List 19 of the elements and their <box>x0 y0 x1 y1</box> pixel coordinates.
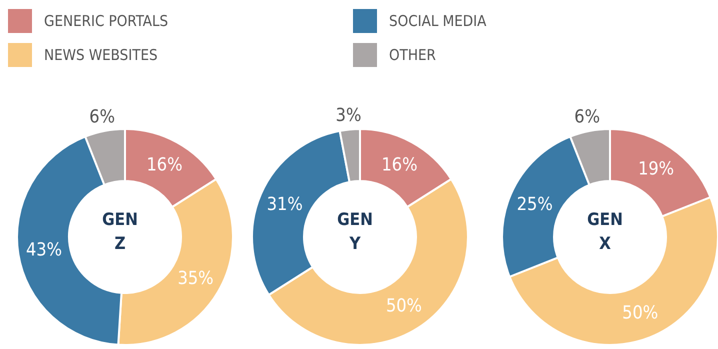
data-label: 6% <box>89 106 115 128</box>
text: GEN X <box>587 210 623 254</box>
data-label: 3% <box>336 105 362 126</box>
text: GEN Y <box>337 210 373 254</box>
data-label: 16% <box>382 154 418 176</box>
legend-label: SOCIAL MEDIA <box>389 12 486 30</box>
data-label: 25% <box>516 194 553 215</box>
data-label: 50% <box>386 296 422 317</box>
data-label: 35% <box>178 268 214 290</box>
legend-label: OTHER <box>389 46 436 64</box>
legend-label: GENERIC PORTALS <box>44 12 168 30</box>
data-label: 19% <box>638 158 674 180</box>
data-label: 43% <box>26 239 62 260</box>
data-label: 31% <box>266 194 303 215</box>
legend-label: NEWS WEBSITES <box>44 46 158 64</box>
data-label: 6% <box>574 106 600 128</box>
text: GEN Z <box>102 210 138 254</box>
data-label: 16% <box>146 154 183 176</box>
data-label: 50% <box>622 302 658 324</box>
